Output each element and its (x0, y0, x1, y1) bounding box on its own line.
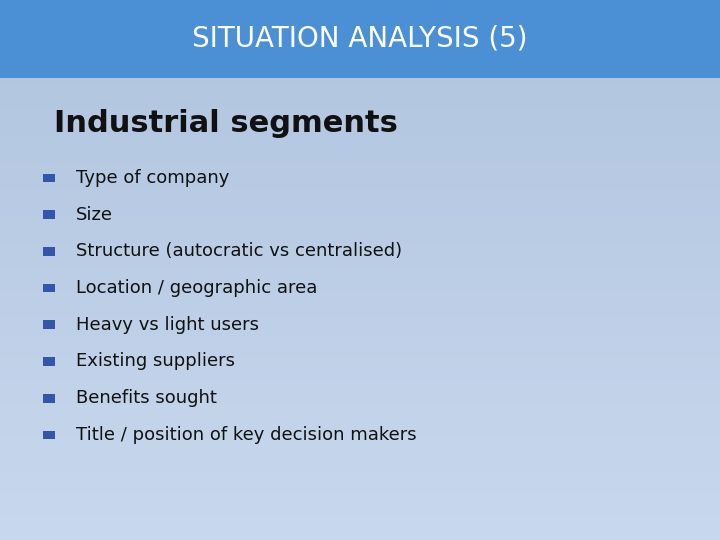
Text: Type of company: Type of company (76, 169, 229, 187)
FancyBboxPatch shape (43, 394, 55, 402)
Text: Benefits sought: Benefits sought (76, 389, 217, 407)
Text: Structure (autocratic vs centralised): Structure (autocratic vs centralised) (76, 242, 402, 260)
FancyBboxPatch shape (43, 247, 55, 255)
FancyBboxPatch shape (43, 430, 55, 439)
FancyBboxPatch shape (43, 357, 55, 366)
Text: Title / position of key decision makers: Title / position of key decision makers (76, 426, 416, 444)
FancyBboxPatch shape (43, 173, 55, 182)
Text: Heavy vs light users: Heavy vs light users (76, 316, 258, 334)
FancyBboxPatch shape (0, 0, 720, 78)
FancyBboxPatch shape (43, 320, 55, 329)
Text: Location / geographic area: Location / geographic area (76, 279, 317, 297)
Text: Existing suppliers: Existing suppliers (76, 353, 235, 370)
Text: Industrial segments: Industrial segments (54, 110, 398, 138)
Text: Size: Size (76, 206, 112, 224)
FancyBboxPatch shape (43, 210, 55, 219)
Text: SITUATION ANALYSIS (5): SITUATION ANALYSIS (5) (192, 25, 528, 53)
FancyBboxPatch shape (43, 284, 55, 292)
